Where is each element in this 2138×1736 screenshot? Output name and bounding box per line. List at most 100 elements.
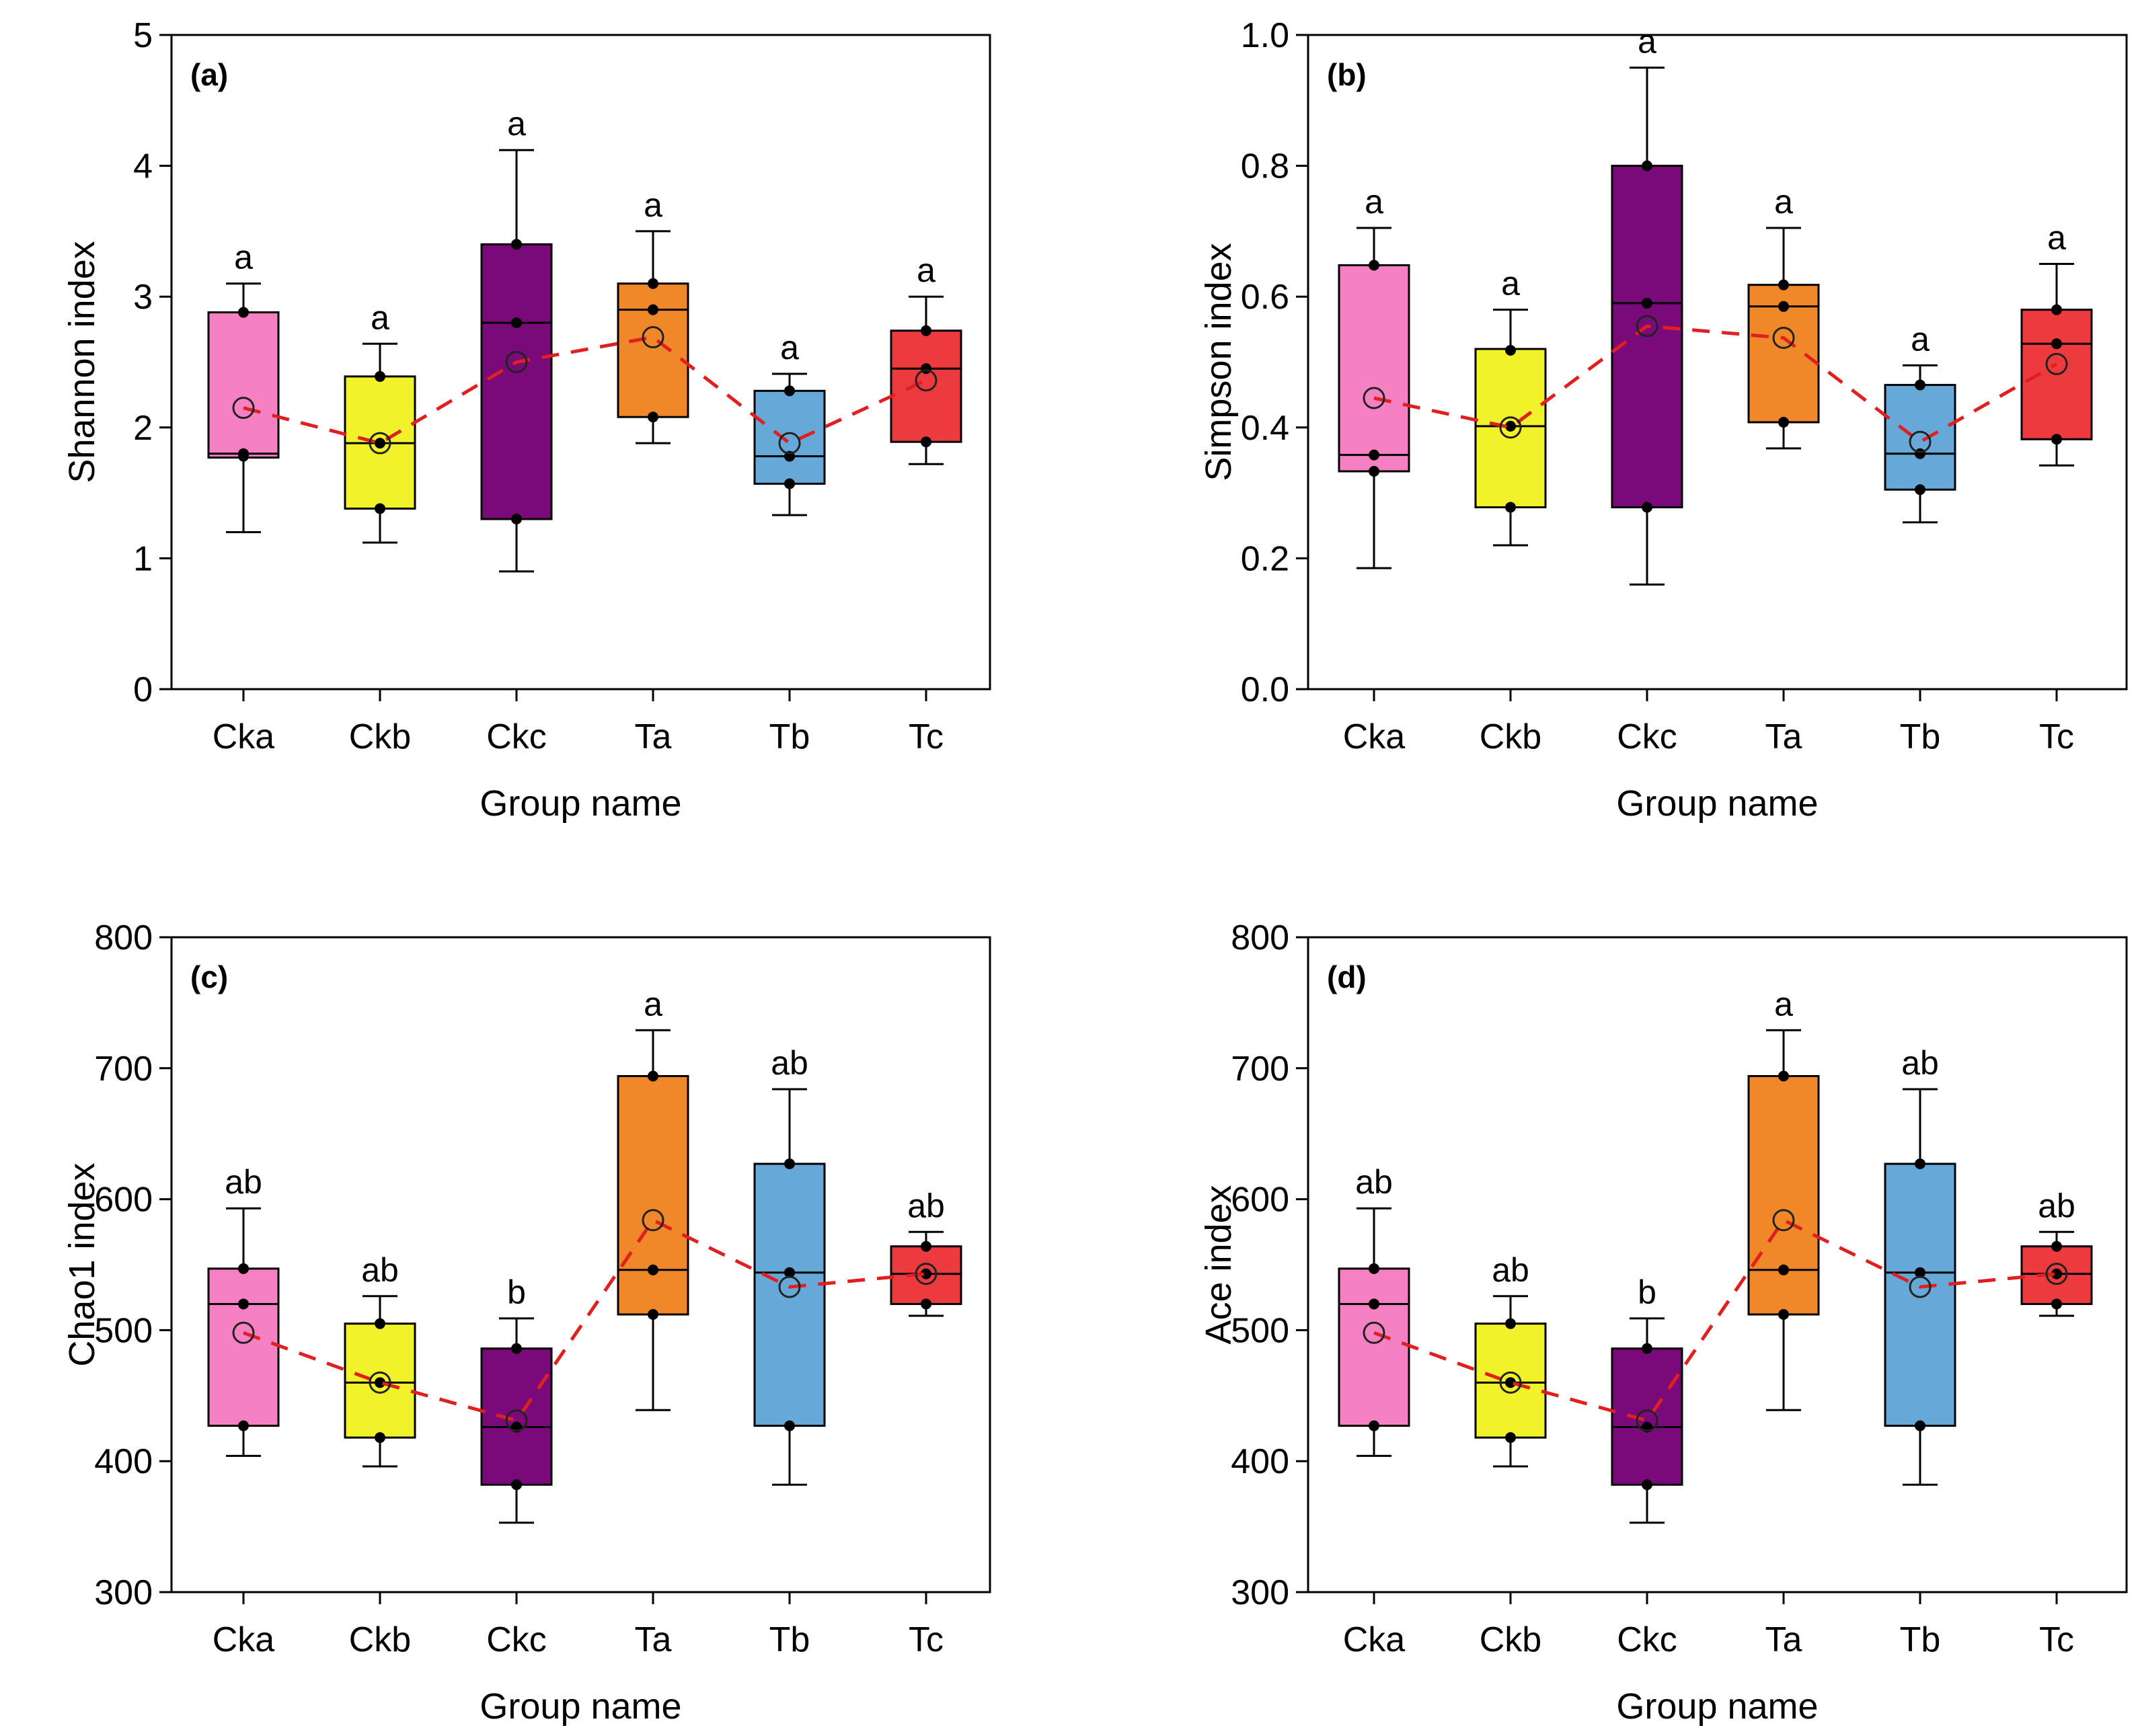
- data-point: [921, 325, 931, 336]
- data-point: [1642, 1343, 1652, 1354]
- data-point: [1778, 1309, 1789, 1320]
- mean-marker: [915, 369, 938, 392]
- mean-trend-line: [1373, 1218, 2057, 1423]
- data-point: [1642, 160, 1652, 171]
- panel-label: (d): [1327, 959, 1367, 994]
- box-Ckb: ab: [344, 1251, 416, 1468]
- panel-1: 0 1 2 3 4 5 Cka Ckb Ckc Ta Tb Tc Group name Shannon i…: [62, 16, 991, 824]
- x-axis-label: Group name: [480, 783, 681, 824]
- box-Tc: ab: [2020, 1187, 2093, 1317]
- box-Cka: ab: [1338, 1163, 1410, 1457]
- data-point: [921, 1240, 931, 1252]
- data-point: [1915, 1420, 1925, 1431]
- mean-marker: [1363, 387, 1385, 409]
- data-point: [375, 370, 385, 382]
- significance-letter: a: [1774, 183, 1793, 221]
- data-point: [375, 1318, 385, 1329]
- data-point: [1505, 1432, 1516, 1444]
- x-tick-label: Cka: [1343, 717, 1406, 756]
- panel-3: 300 400 500 600 700 800 Cka Ckb Ckc Ta Tb Tc Group n…: [62, 918, 991, 1727]
- data-point: [1369, 1298, 1379, 1310]
- box-Ta: a: [617, 985, 689, 1411]
- box-body: [753, 1162, 826, 1427]
- significance-letter: a: [1774, 985, 1793, 1023]
- box-body: [1338, 1267, 1410, 1427]
- y-tick-label: 0.0: [1241, 670, 1289, 709]
- x-tick-label: Ckb: [349, 717, 411, 756]
- y-tick-label: 5: [133, 16, 153, 55]
- box-Ckc: a: [1611, 23, 1683, 586]
- y-tick-label: 1.0: [1241, 16, 1289, 55]
- mean-marker: [778, 1275, 801, 1298]
- y-tick-label: 0.4: [1241, 409, 1289, 448]
- x-tick-label: Tb: [1900, 1620, 1941, 1659]
- plot-frame: [1307, 34, 2128, 691]
- significance-letter: a: [507, 105, 526, 143]
- box-body: [480, 1347, 553, 1486]
- box-body: [890, 329, 962, 443]
- data-point: [1915, 1158, 1925, 1170]
- mean-marker: [778, 432, 801, 455]
- x-tick-label: Cka: [1343, 1620, 1406, 1659]
- data-point: [784, 385, 795, 397]
- mean-marker: [2045, 1263, 2068, 1286]
- significance-letter: a: [371, 299, 389, 336]
- significance-letter: ab: [2038, 1187, 2075, 1224]
- data-point: [1778, 279, 1789, 290]
- data-point: [648, 1070, 658, 1082]
- data-point: [511, 239, 522, 250]
- data-point: [784, 478, 795, 489]
- data-point: [1505, 1318, 1516, 1329]
- data-point: [1369, 260, 1379, 271]
- data-point: [2051, 434, 2062, 445]
- y-axis-label: Ace index: [1198, 1185, 1239, 1344]
- x-tick-label: Tb: [769, 717, 810, 756]
- data-point: [375, 1377, 385, 1388]
- data-point: [511, 317, 522, 329]
- x-tick-label: Ckb: [1480, 717, 1541, 756]
- data-point: [1369, 1263, 1379, 1274]
- data-point: [375, 503, 385, 514]
- data-point: [648, 1309, 658, 1320]
- y-tick-label: 700: [1231, 1050, 1289, 1089]
- box-body: [1611, 1347, 1683, 1486]
- x-tick-label: Tc: [2039, 1620, 2074, 1659]
- mean-marker: [642, 326, 664, 349]
- data-point: [648, 411, 658, 423]
- box-Ta: a: [1747, 985, 1820, 1411]
- x-tick-label: Tc: [909, 1620, 944, 1659]
- mean-marker: [1363, 1321, 1385, 1344]
- y-axis-label: Chao1 index: [62, 1162, 102, 1366]
- data-point: [1915, 448, 1925, 459]
- mean-marker: [1909, 430, 1932, 453]
- mean-marker: [2045, 352, 2068, 375]
- data-point: [1915, 1267, 1925, 1278]
- y-tick-label: 400: [1231, 1442, 1289, 1481]
- mean-marker: [1772, 1209, 1795, 1232]
- box-Tb: ab: [1884, 1044, 1956, 1486]
- data-point: [921, 1298, 931, 1310]
- x-tick-label: Tb: [769, 1620, 810, 1659]
- box-Ta: a: [617, 186, 689, 444]
- x-tick-label: Cka: [213, 717, 275, 756]
- data-point: [238, 1298, 249, 1310]
- data-point: [1642, 502, 1652, 513]
- significance-letter: a: [1365, 183, 1383, 221]
- significance-letter: ab: [1492, 1251, 1529, 1289]
- mean-marker: [1499, 416, 1522, 439]
- data-point: [1778, 1070, 1789, 1082]
- plot-frame: [170, 34, 991, 691]
- data-point: [1778, 1264, 1789, 1275]
- box-body: [1747, 1074, 1820, 1316]
- significance-letter: a: [644, 186, 662, 224]
- box-Tb: a: [753, 329, 826, 516]
- data-point: [648, 1264, 658, 1275]
- x-tick-label: Ckc: [1617, 717, 1677, 756]
- significance-letter: a: [780, 329, 799, 366]
- data-point: [2051, 1298, 2062, 1310]
- x-tick-label: Ckc: [1617, 1620, 1677, 1659]
- plot-frame: [170, 936, 991, 1593]
- data-point: [1505, 344, 1516, 356]
- y-tick-label: 400: [94, 1442, 153, 1481]
- significance-letter: ab: [771, 1044, 808, 1082]
